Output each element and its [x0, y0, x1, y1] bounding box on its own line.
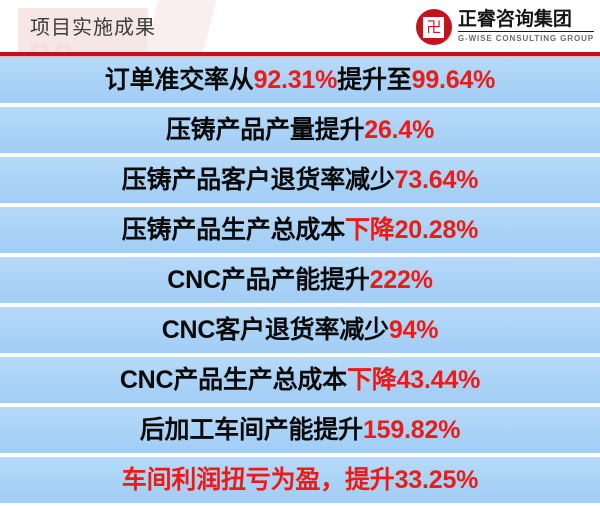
result-row-diecast-customer-return-rate: 压铸产品客户退货率减少73.64%: [0, 157, 600, 203]
header-divider-shadow: [0, 56, 600, 57]
metric-value: 222%: [369, 265, 433, 294]
result-row-text: 车间利润扭亏为盈，提升33.25%: [121, 465, 479, 494]
seal-inner-square: 卍: [423, 16, 445, 38]
metric-label: 压铸产品生产总成本: [121, 215, 345, 244]
result-row-cnc-customer-return-rate: CNC客户退货率减少94%: [0, 307, 600, 353]
result-row-cnc-total-production-cost: CNC产品生产总成本下降43.44%: [0, 357, 600, 403]
result-row-workshop-profit-turnaround: 车间利润扭亏为盈，提升33.25%: [0, 457, 600, 503]
metric-value: 下降20.28%: [345, 215, 479, 244]
company-name-en: G-WISE CONSULTING GROUP: [457, 34, 594, 43]
metric-label: 压铸产品产量提升: [165, 115, 365, 144]
metric-value: 26.4%: [364, 115, 435, 144]
seal-glyph: 卍: [426, 17, 442, 36]
metric-value: 92.31%: [253, 65, 338, 94]
metric-value: 159.82%: [362, 415, 461, 444]
result-row-text: CNC客户退货率减少94%: [161, 315, 439, 344]
header-red-divider: [0, 52, 600, 56]
result-row-text: 订单准交率从92.31%提升至99.64%: [104, 65, 496, 94]
company-logo: 卍 正睿咨询集团 G-WISE CONSULTING GROUP: [415, 7, 594, 47]
logo-text-group: 正睿咨询集团 G-WISE CONSULTING GROUP: [457, 9, 594, 45]
metric-label: 订单准交率从: [104, 65, 254, 94]
slide-header: 80 项目实施成果 卍 正睿咨询集团 G-WISE CONSULTING GRO…: [0, 0, 600, 52]
result-row-text: 压铸产品客户退货率减少73.64%: [121, 165, 479, 194]
result-row-text: CNC产品产能提升222%: [167, 265, 433, 294]
metric-value: 94%: [388, 315, 439, 344]
result-row-text: CNC产品生产总成本下降43.44%: [119, 365, 481, 394]
results-list: 订单准交率从92.31%提升至99.64% 压铸产品产量提升26.4% 压铸产品客户…: [0, 57, 600, 506]
metric-label: CNC客户退货率减少: [161, 315, 389, 344]
metric-label: 后加工车间产能提升: [139, 415, 363, 444]
header-decor-ghost-number: 80: [28, 38, 77, 52]
result-row-on-time-delivery-rate: 订单准交率从92.31%提升至99.64%: [0, 57, 600, 103]
result-row-diecast-output: 压铸产品产量提升26.4%: [0, 107, 600, 153]
metric-value: 99.64%: [411, 65, 496, 94]
metric-value: 车间利润扭亏为盈，提升33.25%: [121, 465, 479, 494]
result-row-text: 后加工车间产能提升159.82%: [139, 415, 461, 444]
metric-label: 提升至: [337, 65, 412, 94]
result-row-cnc-capacity: CNC产品产能提升222%: [0, 257, 600, 303]
metric-value: 下降43.44%: [346, 365, 481, 394]
metric-label: CNC产品生产总成本: [119, 365, 347, 394]
result-row-text: 压铸产品产量提升26.4%: [165, 115, 435, 144]
seal-logo-icon: 卍: [415, 9, 452, 45]
page-title: 项目实施成果: [30, 17, 156, 39]
metric-value: 73.64%: [394, 165, 479, 194]
result-row-text: 压铸产品生产总成本下降20.28%: [121, 215, 479, 244]
result-row-diecast-total-production-cost: 压铸产品生产总成本下降20.28%: [0, 207, 600, 253]
company-name-cn: 正睿咨询集团: [457, 9, 594, 32]
metric-label: 压铸产品客户退货率减少: [121, 165, 395, 194]
metric-label: CNC产品产能提升: [167, 265, 370, 294]
result-row-post-processing-capacity: 后加工车间产能提升159.82%: [0, 407, 600, 453]
